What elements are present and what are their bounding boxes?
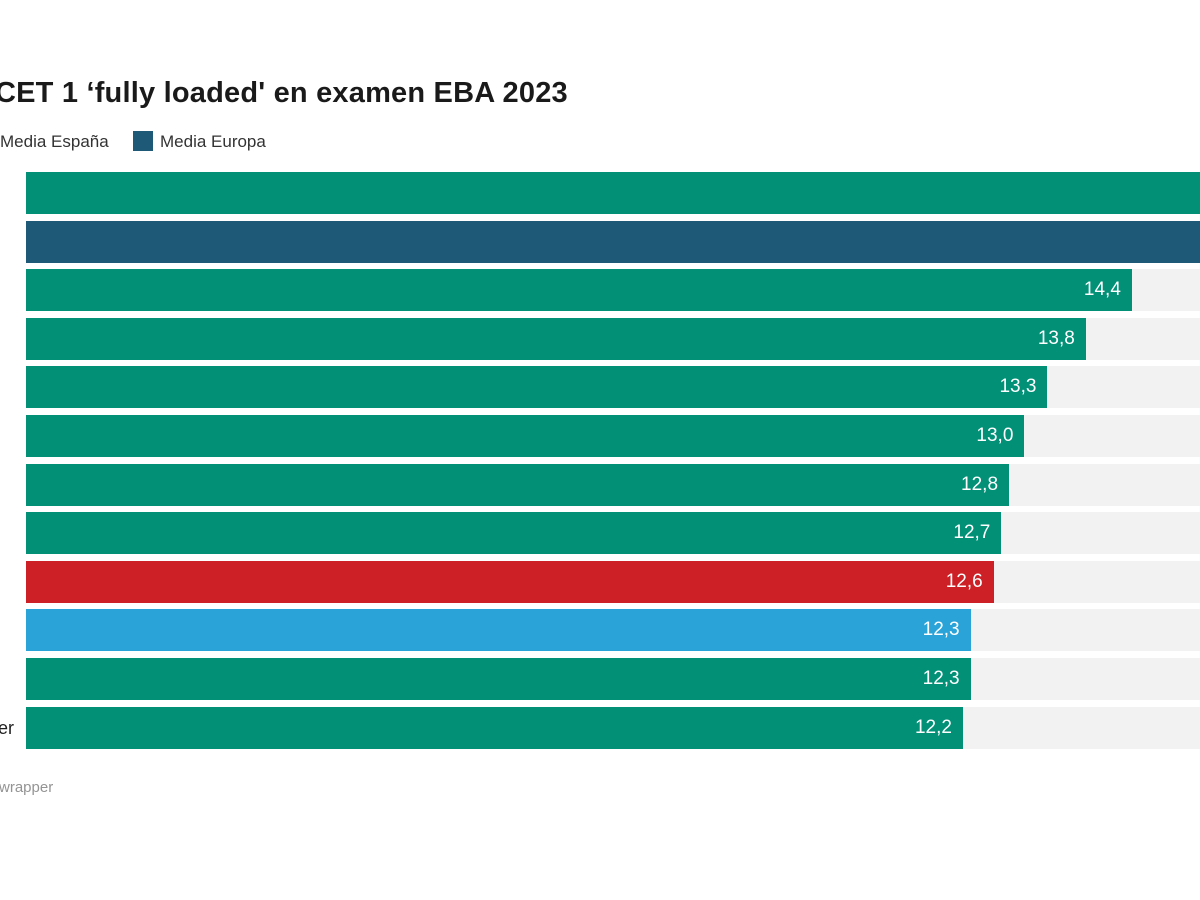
bar-value-label: 12,7: [953, 522, 991, 544]
bar-track: 14,4: [26, 269, 1200, 312]
bar-value-label: 12,3: [922, 619, 960, 641]
datawrapper-attribution-link[interactable]: wrapper: [0, 779, 54, 796]
bar-row: [26, 172, 1200, 214]
bar-track: 12,8: [26, 463, 1200, 506]
legend-swatch-media-europa: [133, 131, 153, 151]
bar-track: [26, 220, 1200, 263]
bar: 12,8: [26, 463, 1010, 506]
bar-track: 12,2: [26, 706, 1200, 749]
bar-row: 13,0: [26, 414, 1200, 457]
bar-row: 14,4: [26, 269, 1200, 312]
legend: Media España Media Europa: [0, 131, 1200, 153]
bar: 12,2: [26, 706, 963, 749]
bar: 13,3: [26, 366, 1048, 409]
bar-track: [26, 172, 1200, 214]
bar-value-label: 12,8: [961, 473, 999, 495]
bar-value-label: 14,4: [1083, 279, 1121, 301]
bar-category-label: er: [0, 717, 14, 738]
bar-row: 13,3: [26, 366, 1200, 409]
bar-track: 12,7: [26, 512, 1200, 555]
bar-track: 12,3: [26, 657, 1200, 700]
bar-row: [26, 220, 1200, 263]
legend-label-media-europa: Media Europa: [160, 132, 266, 151]
bar-track: 13,3: [26, 366, 1200, 409]
bar-row: 12,3: [26, 609, 1200, 652]
bar-value-label: 13,0: [976, 424, 1014, 446]
bar-value-label: 12,2: [914, 716, 952, 738]
bar: 13,0: [26, 414, 1025, 457]
bar-row: 13,8: [26, 317, 1200, 360]
bar-row: 12,7: [26, 512, 1200, 555]
legend-label-media-espana: Media España: [0, 132, 109, 151]
bar-track: 12,3: [26, 609, 1200, 652]
bar-value-label: 13,8: [1037, 327, 1075, 349]
bar: 12,3: [26, 657, 971, 700]
bar: 12,3: [26, 609, 971, 652]
bar-row: 12,8: [26, 463, 1200, 506]
bar-track: 13,0: [26, 414, 1200, 457]
bar-value-label: 12,6: [945, 570, 983, 592]
bar: 13,8: [26, 317, 1086, 360]
bar-track: 12,6: [26, 560, 1200, 603]
bar: 12,7: [26, 512, 1002, 555]
bar-track: 13,8: [26, 317, 1200, 360]
bar-row: 12,3: [26, 657, 1200, 700]
bar: 14,4: [26, 269, 1132, 312]
bar-chart: 14,4 13,8 13,3 13,0 12,8 12,7 12,6 12,3 12,3 er 12…: [0, 172, 1200, 755]
bar-value-label: 12,3: [922, 667, 960, 689]
bar-value-label: 13,3: [999, 376, 1037, 398]
bar: 12,6: [26, 560, 994, 603]
bar: [26, 220, 1200, 263]
chart-title: CET 1 ‘fully loaded' en examen EBA 2023: [0, 77, 568, 109]
bar-row: er 12,2: [0, 706, 1200, 749]
bar: [26, 172, 1200, 214]
bar-row: 12,6: [26, 560, 1200, 603]
